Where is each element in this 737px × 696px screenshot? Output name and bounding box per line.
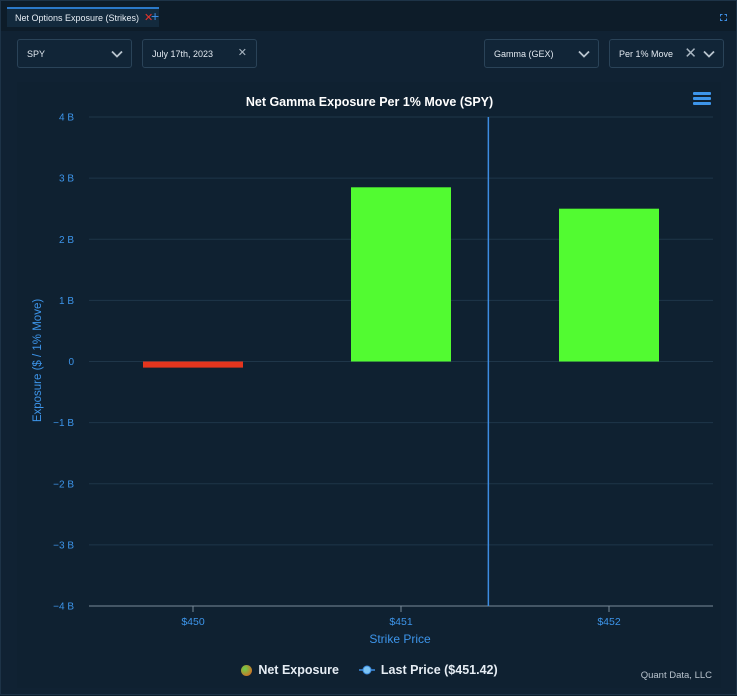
- legend-item-last-price[interactable]: Last Price ($451.42): [358, 663, 498, 677]
- y-tick-label: −2 B: [53, 479, 74, 490]
- legend-line-marker-icon: [358, 665, 375, 675]
- hamburger-menu-icon[interactable]: [693, 92, 711, 106]
- y-tick-label: 0: [68, 357, 74, 368]
- clear-date-icon[interactable]: ✕: [237, 47, 247, 59]
- chevron-down-icon: [578, 50, 590, 58]
- y-tick-label: 2 B: [59, 235, 74, 246]
- tab-net-options-exposure[interactable]: Net Options Exposure (Strikes) ✕: [7, 7, 160, 27]
- greek-value: Gamma (GEX): [494, 48, 554, 59]
- tab-bar: Net Options Exposure (Strikes) ✕ +: [1, 1, 736, 31]
- clear-mode-icon[interactable]: ✕: [684, 45, 697, 62]
- legend-item-net-exposure[interactable]: Net Exposure: [241, 663, 339, 677]
- y-tick-label: −4 B: [53, 602, 74, 613]
- date-picker[interactable]: July 17th, 2023 ✕: [142, 39, 257, 68]
- maximize-icon[interactable]: [720, 14, 727, 21]
- bar-450[interactable]: [143, 361, 243, 368]
- legend-label-last-price: Last Price ($451.42): [380, 663, 498, 677]
- bar-451[interactable]: [351, 187, 451, 362]
- chart-panel: [17, 82, 721, 688]
- mode-value: Per 1% Move: [619, 48, 674, 59]
- date-value: July 17th, 2023: [152, 48, 214, 59]
- legend-label-net-exposure: Net Exposure: [258, 663, 339, 677]
- x-axis-title: Strike Price: [369, 632, 431, 646]
- y-axis-title: Exposure ($ / 1% Move): [32, 299, 44, 423]
- y-tick-label: 4 B: [59, 113, 74, 124]
- mode-select[interactable]: Per 1% Move ✕: [609, 39, 724, 68]
- tab-label: Net Options Exposure (Strikes): [15, 13, 140, 23]
- greek-select[interactable]: Gamma (GEX): [484, 39, 599, 68]
- chart-legend: Net Exposure Last Price ($451.42): [1, 663, 737, 677]
- credit-text: Quant Data, LLC: [640, 670, 712, 681]
- x-tick-label: $450: [181, 616, 205, 628]
- x-tick-label: $451: [389, 616, 413, 628]
- chart-title: Net Gamma Exposure Per 1% Move (SPY): [245, 95, 494, 109]
- x-tick-label: $452: [597, 616, 621, 628]
- y-tick-label: −3 B: [53, 540, 74, 551]
- close-icon[interactable]: ✕: [144, 11, 154, 24]
- legend-dot-icon: [241, 664, 253, 676]
- ticker-value: SPY: [27, 48, 46, 59]
- plus-icon[interactable]: +: [151, 8, 160, 24]
- y-tick-label: 3 B: [59, 174, 74, 185]
- chevron-down-icon: [703, 50, 715, 58]
- y-tick-label: −1 B: [53, 418, 74, 429]
- ticker-select[interactable]: SPY: [17, 39, 132, 68]
- chevron-down-icon: [111, 50, 123, 58]
- y-tick-label: 1 B: [59, 296, 74, 307]
- bar-452[interactable]: [559, 208, 659, 362]
